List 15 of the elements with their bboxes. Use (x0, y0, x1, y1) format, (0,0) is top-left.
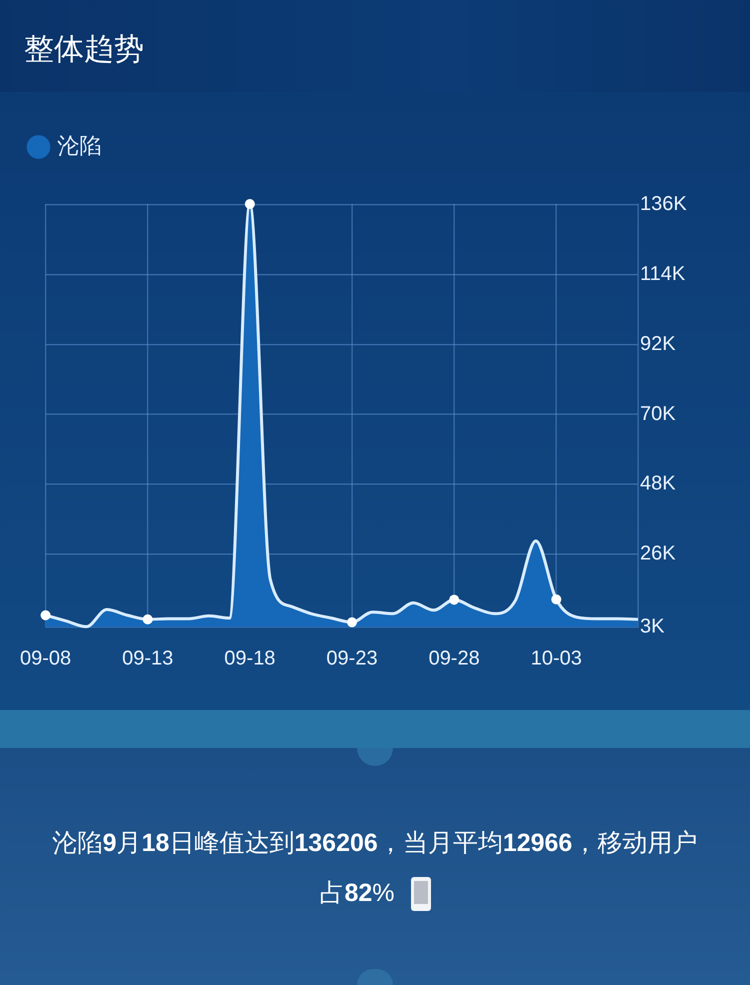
y-tick-label: 3K (640, 616, 666, 638)
x-tick-label: 09-08 (20, 648, 72, 670)
x-tick-label: 10-03 (530, 648, 582, 670)
y-tick-label: 114K (640, 263, 686, 286)
x-tick-label: 09-18 (224, 648, 276, 670)
y-tick-label: 26K (640, 542, 676, 564)
x-tick-label: 09-13 (122, 648, 174, 670)
y-tick-label: 92K (640, 332, 676, 355)
y-tick-label: 136K (640, 193, 688, 216)
x-tick-label: 09-28 (428, 648, 480, 670)
y-tick-label: 48K (640, 472, 676, 495)
legend-label: 沦陷 (58, 133, 102, 158)
chart-title: 整体趋势 (24, 32, 144, 68)
x-tick-label: 09-23 (326, 648, 378, 670)
y-tick-label: 70K (640, 402, 676, 425)
